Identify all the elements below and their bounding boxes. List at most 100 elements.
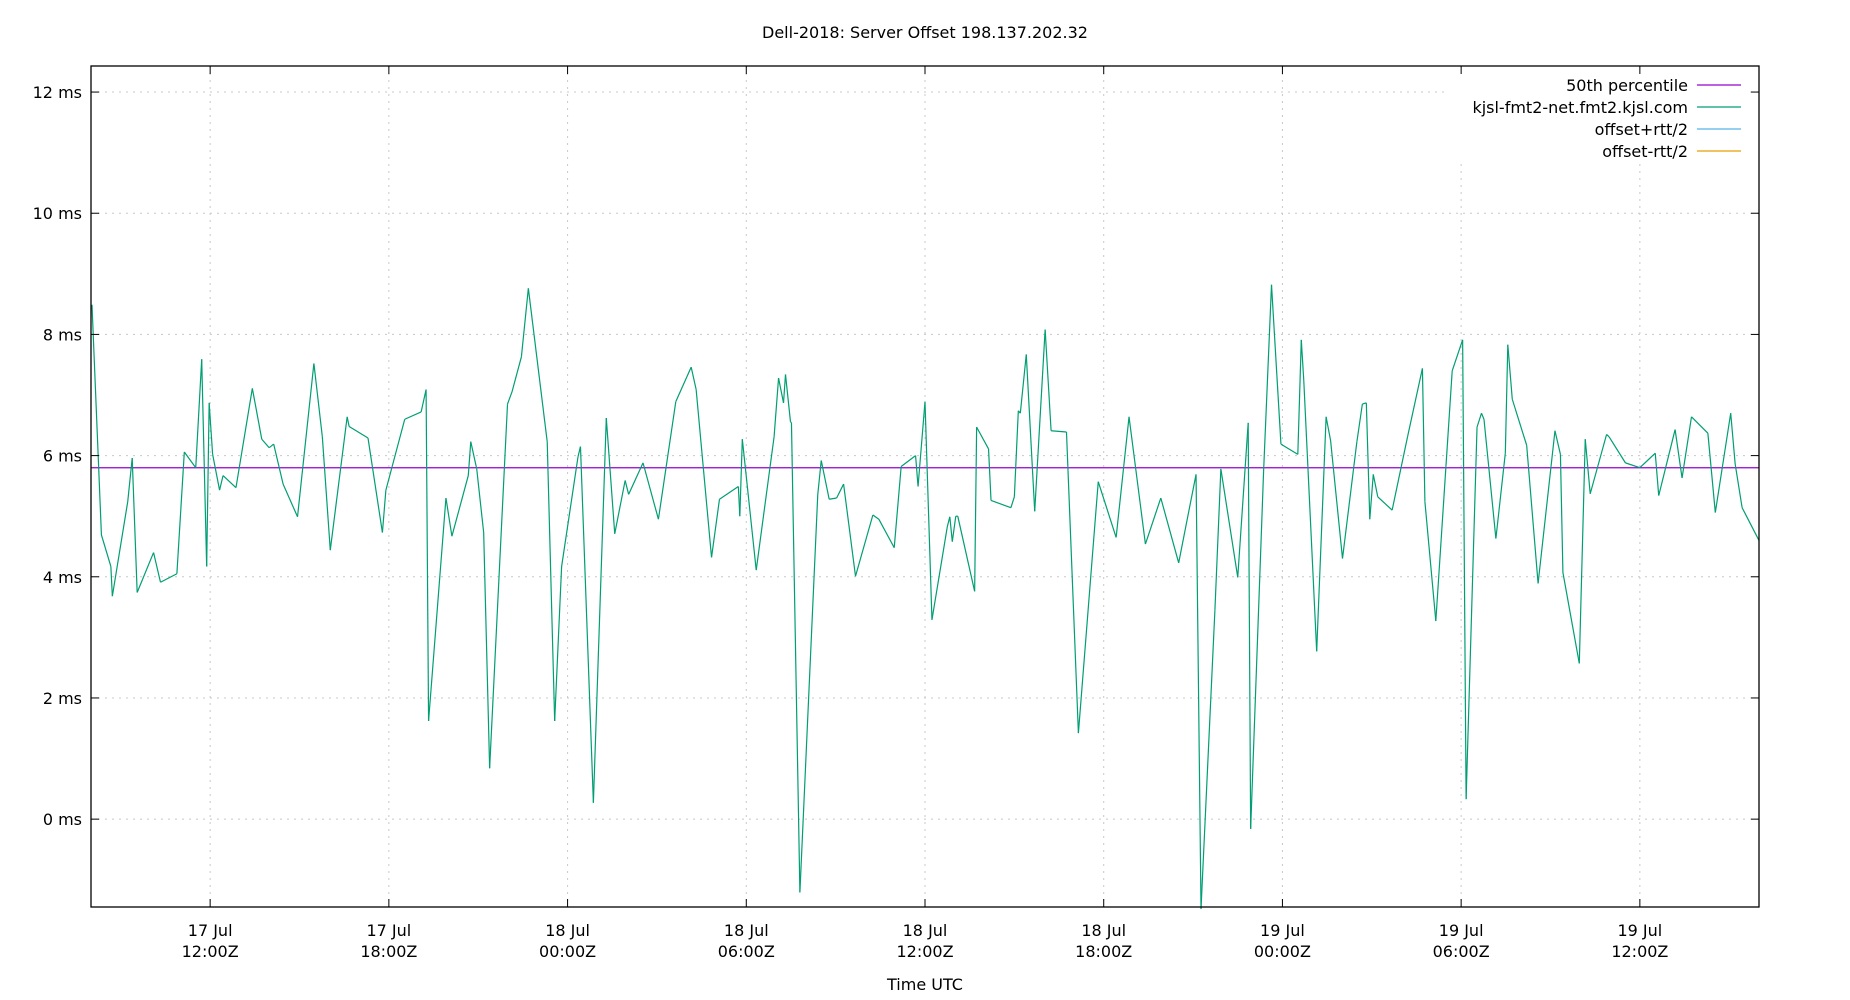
series-layer xyxy=(91,284,1760,909)
offset-segment xyxy=(1044,329,1052,431)
offset-segment xyxy=(1329,440,1344,559)
offset-segment xyxy=(273,443,284,485)
offset-segment xyxy=(268,443,275,449)
offset-segment xyxy=(741,439,757,571)
legend-item: kjsl-fmt2-net.fmt2.kjsl.com xyxy=(1472,98,1741,117)
offset-segment xyxy=(829,497,837,500)
x-tick-label-date: 18 Jul xyxy=(1081,921,1126,940)
offset-segment xyxy=(1195,474,1202,909)
offset-segment xyxy=(1714,413,1732,513)
offset-segment xyxy=(820,460,830,500)
offset-segment xyxy=(914,455,919,487)
offset-segment xyxy=(1013,410,1019,497)
offset-segment xyxy=(1451,339,1464,371)
offset-segment xyxy=(201,359,208,567)
x-tick-label-time: 12:00Z xyxy=(896,942,953,961)
offset-segment xyxy=(628,462,644,495)
offset-segment xyxy=(1465,427,1478,800)
offset-segment xyxy=(222,475,237,489)
offset-segment xyxy=(842,483,857,577)
offset-segment xyxy=(1639,452,1656,469)
offset-segment xyxy=(527,288,548,442)
offset-segment xyxy=(445,497,453,537)
x-tick-label-date: 18 Jul xyxy=(903,921,948,940)
offset-segment xyxy=(1280,443,1299,455)
offset-segment xyxy=(208,402,214,455)
offset-segment xyxy=(1303,380,1318,652)
offset-segment xyxy=(1462,339,1467,800)
offset-segment xyxy=(1325,416,1332,441)
offset-segment xyxy=(110,566,113,597)
legend-item: offset+rtt/2 xyxy=(1595,120,1741,139)
offset-segment xyxy=(561,456,579,567)
offset-segment xyxy=(675,366,692,402)
offset-segment xyxy=(1734,463,1743,508)
offset-segment xyxy=(1495,453,1506,539)
offset-segment xyxy=(131,458,138,593)
offset-segment xyxy=(1476,413,1483,428)
offset-segment xyxy=(1365,402,1371,520)
y-tick-label: 2 ms xyxy=(43,689,82,708)
offset-segment xyxy=(420,389,427,413)
offset-segment xyxy=(1654,453,1660,496)
x-tick-label-date: 17 Jul xyxy=(366,921,411,940)
offset-segment xyxy=(1025,354,1036,512)
offset-segment xyxy=(425,389,430,721)
offset-segment xyxy=(1526,445,1539,584)
offset-segment xyxy=(1606,433,1610,438)
offset-segment xyxy=(1507,344,1513,400)
offset-segment xyxy=(1625,462,1641,469)
offset-segment xyxy=(296,363,315,517)
offset-segment xyxy=(1480,412,1485,420)
legend-background xyxy=(1445,72,1745,164)
offset-segment xyxy=(1589,434,1608,494)
offset-segment xyxy=(251,388,263,440)
offset-segment xyxy=(467,441,472,476)
offset-segment xyxy=(695,389,713,558)
offset-segment xyxy=(506,391,513,405)
offset-segment xyxy=(476,468,485,533)
x-tick-label-time: 06:00Z xyxy=(1433,942,1490,961)
offset-segment xyxy=(1356,404,1363,442)
y-tick-label: 6 ms xyxy=(43,447,82,466)
x-tick-label-time: 18:00Z xyxy=(1075,942,1132,961)
offset-segment xyxy=(592,418,607,803)
offset-segment xyxy=(91,304,103,535)
offset-segment xyxy=(1406,368,1424,437)
offset-segment xyxy=(346,416,350,427)
offset-segment xyxy=(1562,572,1580,664)
offset-segment xyxy=(690,367,697,390)
y-tick-label: 8 ms xyxy=(43,325,82,344)
legend-label: 50th percentile xyxy=(1566,76,1688,95)
offset-segment xyxy=(176,451,185,574)
offset-segment xyxy=(235,388,253,488)
offset-segment xyxy=(1707,433,1716,513)
offset-segment xyxy=(799,494,819,893)
offset-segment xyxy=(1608,436,1626,464)
offset-segment xyxy=(782,374,787,403)
offset-segment xyxy=(160,573,178,583)
offset-segment xyxy=(282,483,299,518)
offset-segment xyxy=(1300,339,1305,381)
offset-segment xyxy=(1483,419,1497,539)
offset-segment xyxy=(261,438,270,449)
offset-segment xyxy=(1220,468,1239,578)
offset-segment xyxy=(1681,416,1693,479)
offset-segment xyxy=(784,374,792,422)
ticks: 0 ms 2 ms 4 ms 6 ms 8 ms 10 ms 12 ms 17 Jul 12:0… xyxy=(33,66,1759,961)
offset-segment xyxy=(1247,422,1252,829)
offset-segment xyxy=(489,404,509,769)
offset-segment xyxy=(1377,496,1393,511)
offset-segment xyxy=(642,462,659,520)
legend-item: 50th percentile xyxy=(1566,76,1741,95)
offset-segment xyxy=(773,377,780,437)
offset-segment xyxy=(1270,284,1282,445)
offset-segment xyxy=(313,363,323,437)
x-tick-label-time: 06:00Z xyxy=(718,942,775,961)
offset-segment xyxy=(878,518,895,548)
offset-segment xyxy=(206,402,210,567)
offset-segment xyxy=(1010,496,1015,508)
offset-segment xyxy=(1691,416,1709,434)
offset-segment xyxy=(1019,354,1027,414)
offset-segment xyxy=(404,411,422,420)
